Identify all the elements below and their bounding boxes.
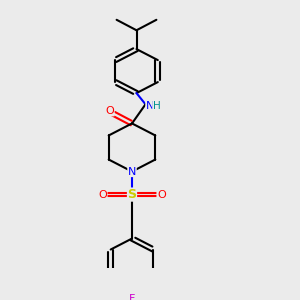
Text: H: H xyxy=(153,101,160,112)
Text: S: S xyxy=(128,188,136,201)
Text: O: O xyxy=(105,106,114,116)
Text: F: F xyxy=(129,294,135,300)
Text: O: O xyxy=(98,190,107,200)
Text: N: N xyxy=(128,167,136,177)
Text: N: N xyxy=(146,100,154,111)
Text: O: O xyxy=(157,190,166,200)
